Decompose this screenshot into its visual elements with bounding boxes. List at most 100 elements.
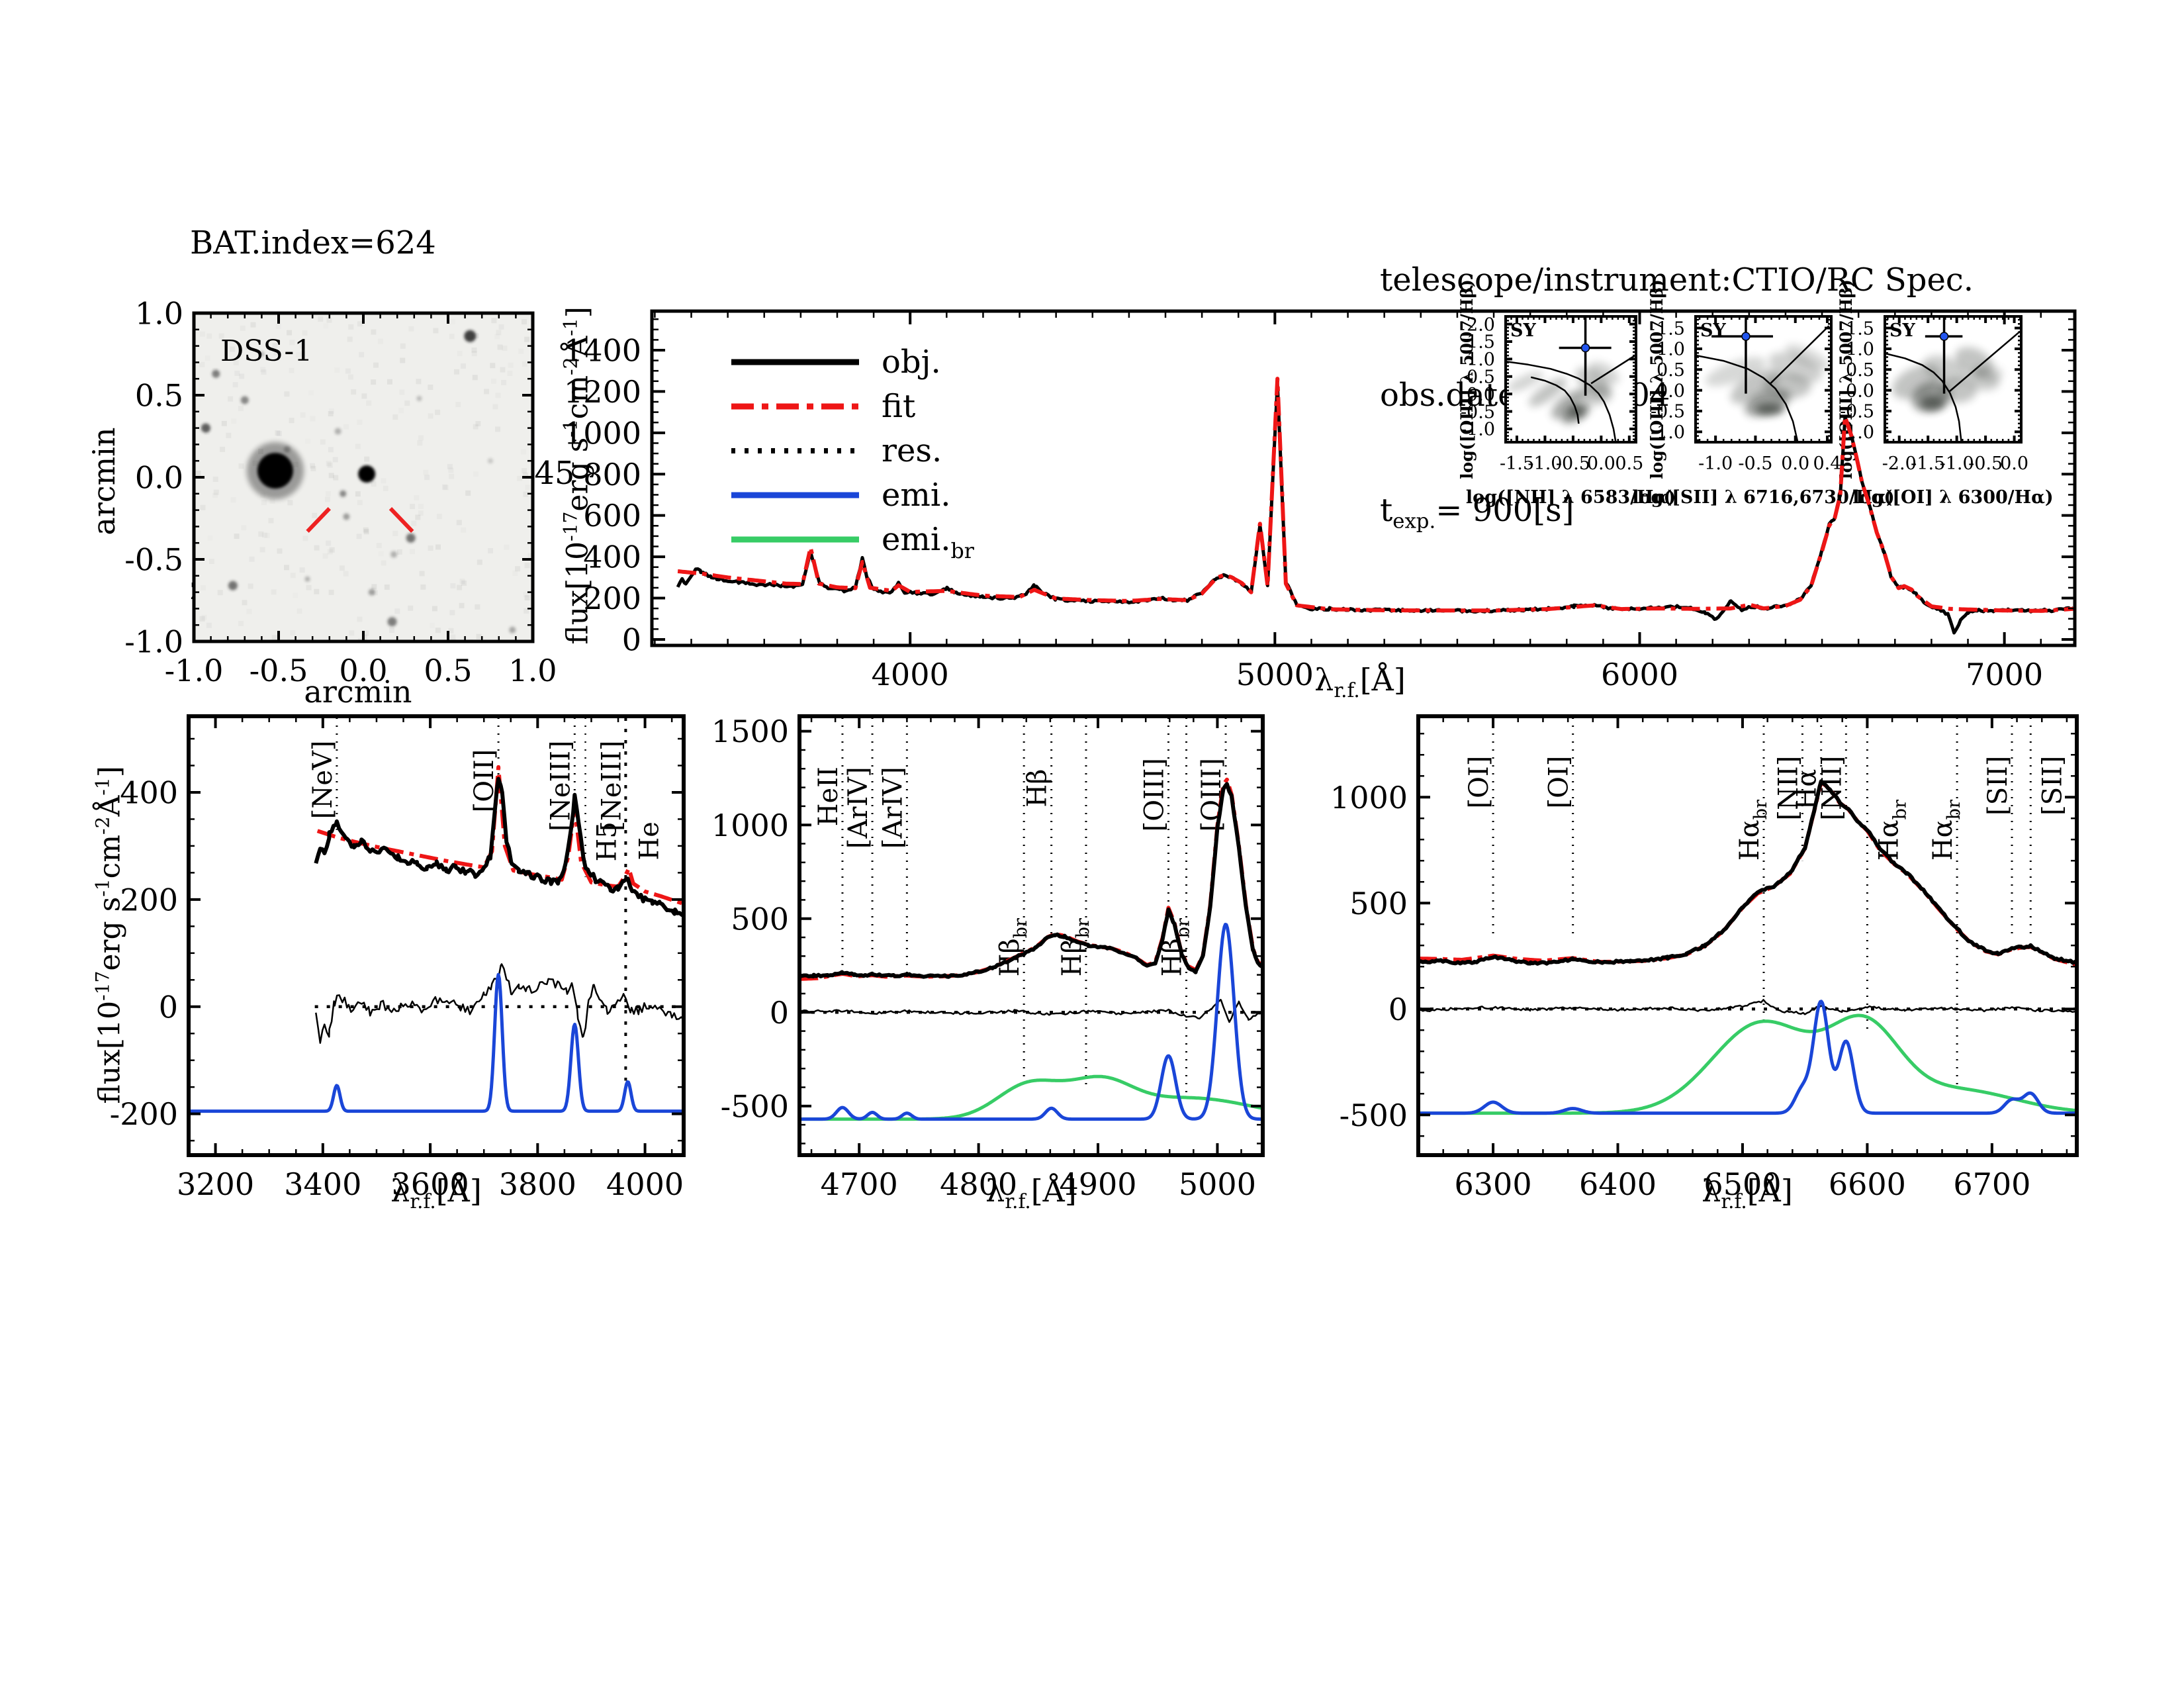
x-tick-label: 0.4	[1813, 453, 1841, 474]
x-tick-label: 0.5	[1615, 453, 1643, 474]
line-label: [OI]	[1464, 756, 1494, 809]
main-x-axis-title: λr.f.[Å]	[1314, 662, 1406, 702]
main-spectrum-panel: 4000 5000 6000 7000 0 200 400 600 800 1000 1200 140…	[564, 309, 2077, 692]
y-tick-label: 0	[622, 622, 641, 658]
x-tick-label: 0.5	[424, 653, 472, 688]
x-tick-label: 0.0	[1587, 453, 1615, 474]
legend-label-0: obj.	[882, 344, 941, 381]
zoom1-x-axis-title: λr.f.[Å]	[390, 1173, 482, 1213]
bpt-x-axis-title: log([NII] λ 6583/Hα)	[1466, 487, 1676, 508]
y-tick-label: 0.0	[1657, 381, 1685, 401]
observation-info-block: telescope/instrument:CTIO/RC Spec. obs.d…	[1380, 184, 1974, 618]
line-label: Hαbr	[1928, 800, 1964, 861]
line-label: [SII]	[2037, 756, 2068, 816]
bpt-density-cloud	[1885, 330, 2021, 442]
y-tick-label: 0.5	[1846, 360, 1874, 381]
y-tick-label: -1.0	[124, 624, 183, 660]
series-res	[1418, 999, 2077, 1015]
y-tick-label: 800	[583, 457, 641, 492]
x-tick-label: 6000	[1601, 657, 1678, 692]
y-tick-label: 0	[770, 995, 789, 1031]
y-tick-label: 0.5	[1467, 367, 1495, 387]
series-emi_br	[799, 1074, 1263, 1121]
y-tick-label: 1000	[1330, 780, 1408, 816]
y-tick-label: 0.0	[1846, 381, 1874, 401]
y-tick-label: 1.5	[1657, 318, 1685, 339]
bpt-x-axis-title: log([SII] λ 6716,6730/Hα)	[1632, 487, 1895, 508]
y-tick-label: -1.0	[1651, 422, 1685, 443]
exposure-time: texp.= 900[s]	[1380, 492, 1574, 534]
line-label: [NeIII]	[596, 740, 627, 831]
y-tick-label: 500	[1349, 886, 1408, 921]
series-res	[315, 963, 684, 1044]
line-label: HeII	[813, 767, 844, 826]
x-tick-label: 3800	[499, 1166, 576, 1202]
dss-x-axis-title: arcmin	[304, 674, 412, 710]
bpt-x-axis-title: log([OI] λ 6300/Hα)	[1852, 487, 2053, 508]
bpt-division-curve	[1696, 354, 1799, 442]
bpt-class-tag: SY	[1700, 320, 1726, 341]
line-label: [ArIV]	[878, 767, 908, 849]
line-label: [OI]	[1544, 756, 1574, 809]
x-tick-label: 6700	[1953, 1166, 2030, 1202]
x-tick-label: -1.0	[1698, 453, 1733, 474]
x-tick-label: 3200	[177, 1166, 254, 1202]
bat-index: BAT.index=624	[190, 224, 436, 261]
target-marker	[388, 507, 414, 533]
y-tick-label: -0.5	[1461, 402, 1495, 422]
bpt-division-curve	[1590, 354, 1636, 385]
y-tick-label: -500	[721, 1088, 789, 1124]
x-tick-label: 4700	[821, 1166, 898, 1202]
y-tick-label: 1000	[564, 415, 641, 451]
x-tick-label: -1.5	[1500, 453, 1534, 474]
series-fit	[1418, 780, 2077, 967]
y-tick-label: -200	[110, 1096, 178, 1132]
x-tick-label: 5000	[1179, 1166, 1256, 1202]
y-tick-label: 0.0	[1467, 385, 1495, 405]
y-tick-label: 1.0	[1657, 340, 1685, 360]
y-tick-label: 200	[120, 882, 178, 917]
series-res	[799, 998, 1263, 1023]
y-tick-label: 1000	[711, 808, 789, 843]
series-obj	[799, 782, 1263, 979]
x-tick-label: 7000	[1966, 657, 2043, 692]
x-tick-label: 0.0	[339, 653, 387, 688]
series-emi	[1418, 1000, 2077, 1115]
line-label: [SII]	[1983, 756, 2013, 816]
line-label: [NII]	[1817, 756, 1847, 821]
y-tick-label: 0.5	[1657, 360, 1685, 381]
bpt-density-cloud	[1696, 325, 1830, 442]
y-tick-label: 0.5	[135, 378, 183, 414]
bpt-inset-2: -1.0 -0.5 0.0 0.41.51.00.50.0-0.5-1.0SYlog(…	[1632, 279, 1895, 508]
bpt-y-axis-title: log([OIII] λ 5007/Hβ)	[1647, 279, 1666, 479]
x-tick-label: -1.0	[1527, 453, 1562, 474]
y-tick-label: -500	[1340, 1098, 1408, 1133]
line-label: Hαbr	[1735, 800, 1771, 861]
x-tick-label: 6500	[1704, 1166, 1781, 1202]
x-tick-label: -2.0	[1882, 453, 1917, 474]
bpt-data-point	[1741, 332, 1751, 341]
zoom3-x-axis-title: λr.f.[Å]	[1702, 1173, 1793, 1213]
x-tick-label: 6600	[1829, 1166, 1906, 1202]
x-tick-label: 3400	[284, 1166, 361, 1202]
x-tick-label: 5000	[1236, 657, 1314, 692]
x-tick-label: 3600	[392, 1166, 469, 1202]
dss-survey-label: DSS-1	[220, 334, 312, 368]
line-label: H5	[592, 821, 623, 861]
x-tick-label: 6400	[1579, 1166, 1657, 1202]
bpt-division-curve	[1948, 330, 2021, 393]
x-tick-label: -0.5	[1556, 453, 1590, 474]
bpt-division-curve	[1885, 352, 1962, 442]
bpt-data-point	[1939, 332, 1949, 341]
legend-label-4: emi.br	[882, 521, 975, 563]
x-tick-label: -0.5	[1738, 453, 1772, 474]
y-tick-label: 1.0	[1846, 340, 1874, 360]
line-label: Hαbr	[1874, 800, 1910, 861]
y-tick-label: 1.0	[135, 296, 183, 332]
y-tick-label: 1.5	[1846, 318, 1874, 339]
x-tick-label: -1.0	[1940, 453, 1974, 474]
bpt-density-cloud	[1506, 354, 1636, 442]
y-tick-label: 500	[731, 901, 789, 937]
y-tick-label: 200	[583, 581, 641, 616]
